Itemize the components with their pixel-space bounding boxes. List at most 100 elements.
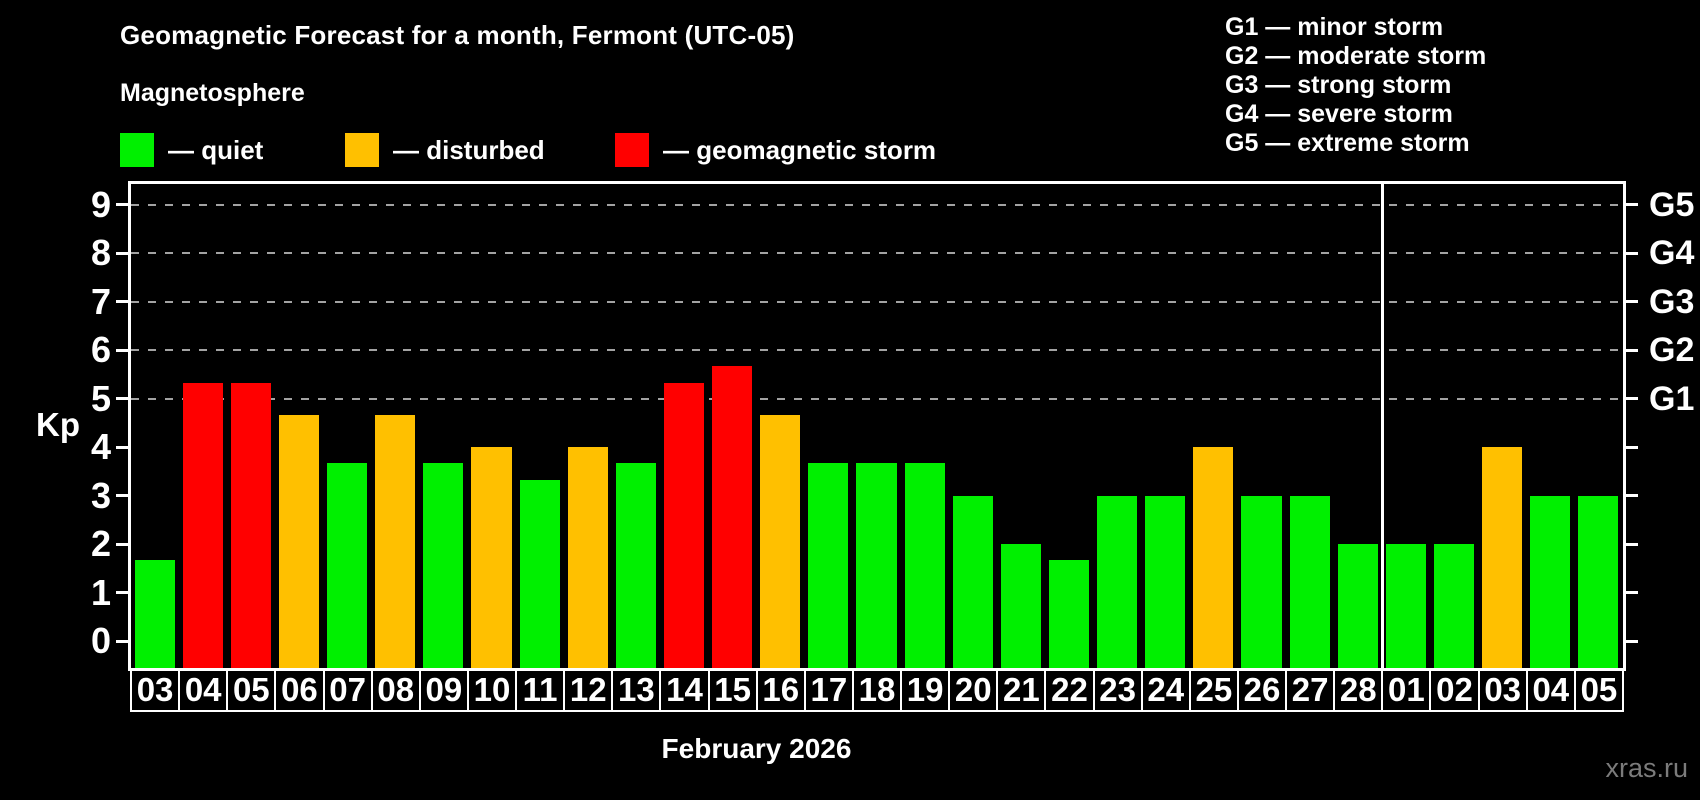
x-tick-label-18: 18 <box>851 668 903 712</box>
right-axis-label-g3: G3 <box>1649 282 1695 321</box>
x-tick-label-24: 24 <box>1140 668 1191 712</box>
y-tick-right-7 <box>1623 300 1638 304</box>
right-axis-label-g2: G2 <box>1649 331 1695 370</box>
gridline-kp-8 <box>131 252 1623 255</box>
y-tick-left-0 <box>116 639 131 643</box>
y-axis-title: Kp <box>36 406 80 443</box>
bar-day-06 <box>278 414 319 668</box>
legend-label-disturbed: — disturbed <box>393 135 545 165</box>
g-legend-line-g4: G4 — severe storm <box>1225 100 1453 128</box>
bar-day-10 <box>471 447 512 668</box>
x-tick-label-11: 11 <box>515 668 566 712</box>
bar-day-01 <box>1385 544 1426 668</box>
x-tick-label-07: 07 <box>322 668 373 712</box>
x-tick-label-10: 10 <box>466 668 518 712</box>
x-tick-label-27: 27 <box>1285 668 1336 712</box>
y-tick-right-1 <box>1623 591 1638 595</box>
y-tick-left-6 <box>116 348 131 352</box>
chart-title: Geomagnetic Forecast for a month, Fermon… <box>120 20 795 50</box>
y-tick-right-4 <box>1623 445 1638 449</box>
bar-day-04 <box>1530 495 1571 668</box>
bar-day-07 <box>327 463 368 668</box>
gridline-kp-6 <box>131 349 1623 352</box>
x-tick-label-05: 05 <box>226 668 277 712</box>
bar-day-24 <box>1145 495 1186 668</box>
legend-label-quiet: — quiet <box>168 135 264 165</box>
y-tick-left-4 <box>116 445 131 449</box>
y-tick-left-3 <box>116 494 131 498</box>
x-tick-label-26: 26 <box>1236 668 1288 712</box>
x-tick-label-21: 21 <box>996 668 1047 712</box>
month-separator-line <box>1380 184 1384 668</box>
legend-item-storm: — geomagnetic storm <box>615 133 936 167</box>
right-axis-label-g4: G4 <box>1649 234 1695 273</box>
bar-day-21 <box>1000 544 1041 668</box>
x-tick-label-14: 14 <box>659 668 710 712</box>
watermark: xras.ru <box>1605 753 1688 783</box>
legend-title: Magnetosphere <box>120 79 305 107</box>
y-tick-label-1: 1 <box>90 571 111 613</box>
y-tick-left-5 <box>116 397 131 401</box>
bar-day-03 <box>1482 447 1523 668</box>
y-tick-left-7 <box>116 300 131 304</box>
y-tick-label-8: 8 <box>90 232 111 274</box>
bar-day-22 <box>1048 560 1090 668</box>
x-tick-label-12: 12 <box>563 668 614 712</box>
y-tick-right-9 <box>1623 203 1638 207</box>
bar-day-18 <box>856 463 897 668</box>
x-tick-label-16: 16 <box>755 668 806 712</box>
x-tick-label-13: 13 <box>611 668 662 712</box>
y-tick-label-4: 4 <box>90 426 111 468</box>
bar-day-09 <box>423 463 464 668</box>
y-tick-left-1 <box>116 591 131 595</box>
right-axis-label-g5: G5 <box>1649 185 1695 224</box>
y-tick-right-2 <box>1623 542 1638 546</box>
bar-day-19 <box>904 463 945 668</box>
x-tick-label-02: 02 <box>1429 668 1480 712</box>
legend-label-storm: — geomagnetic storm <box>663 135 937 165</box>
plot-area: 0 1 2 3 4 5 6 7 8 9 G1 G2 G3 G4 G5 <box>91 184 1694 668</box>
y-tick-label-5: 5 <box>90 377 111 419</box>
x-tick-label-06: 06 <box>274 668 325 712</box>
bar-day-11 <box>519 479 560 668</box>
gridline-kp-7 <box>131 300 1623 303</box>
bar-day-08 <box>375 414 416 668</box>
y-tick-left-9 <box>116 203 131 207</box>
x-axis-title: February 2026 <box>661 733 852 764</box>
x-tick-label-05: 05 <box>1573 668 1624 712</box>
bar-day-05 <box>1578 495 1619 668</box>
bar-day-05 <box>230 382 271 668</box>
bar-day-26 <box>1241 495 1282 668</box>
bar-day-15 <box>712 366 753 668</box>
bar-day-02 <box>1433 544 1475 668</box>
right-axis-label-g1: G1 <box>1649 379 1695 418</box>
x-tick-label-04: 04 <box>178 668 229 712</box>
bar-day-20 <box>952 495 993 668</box>
y-tick-right-0 <box>1623 639 1638 643</box>
bar-day-14 <box>663 382 705 668</box>
x-tick-label-04: 04 <box>1525 668 1576 712</box>
y-tick-label-0: 0 <box>90 620 111 662</box>
y-tick-label-9: 9 <box>90 183 111 225</box>
bar-day-25 <box>1193 447 1234 668</box>
bar-day-12 <box>567 447 608 668</box>
bar-day-23 <box>1097 495 1138 668</box>
y-tick-label-7: 7 <box>90 280 111 322</box>
x-tick-label-15: 15 <box>707 668 758 712</box>
y-tick-right-3 <box>1623 494 1638 498</box>
y-tick-right-6 <box>1623 348 1638 352</box>
x-tick-label-03: 03 <box>1477 668 1528 712</box>
y-tick-right-5 <box>1623 397 1638 401</box>
x-tick-label-09: 09 <box>418 668 469 712</box>
bar-day-03 <box>134 560 175 668</box>
gridline-kp-5 <box>131 397 1623 400</box>
y-tick-label-6: 6 <box>90 329 111 371</box>
storm-color-swatch <box>615 133 649 167</box>
bar-day-17 <box>808 463 849 668</box>
g-legend-line-g2: G2 — moderate storm <box>1225 42 1487 70</box>
legend-item-disturbed: — disturbed <box>345 133 545 167</box>
x-tick-label-03: 03 <box>130 668 181 712</box>
disturbed-color-swatch <box>345 133 379 167</box>
x-axis-day-labels: 03 04 05 06 07 08 09 10 11 12 13 14 15 16 17 18 19 20 21 22… <box>130 668 1624 712</box>
